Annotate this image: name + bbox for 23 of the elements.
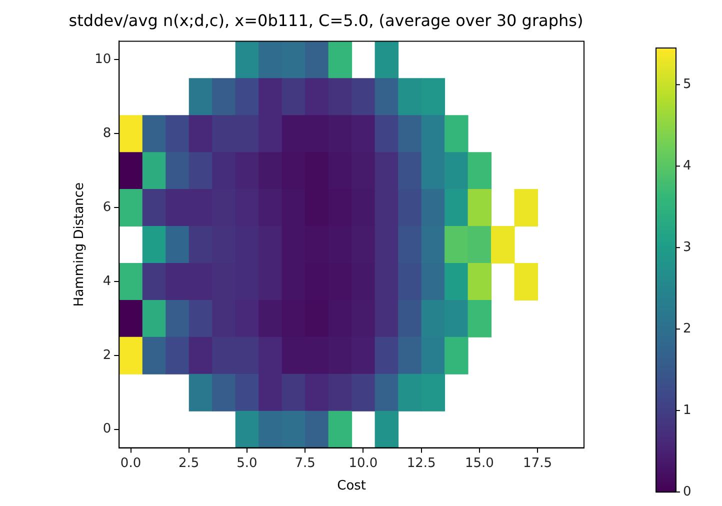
x-tick-label: 15.0 — [464, 456, 494, 471]
x-tick-label: 5.0 — [236, 456, 258, 471]
y-axis-title: Hamming Distance — [72, 182, 88, 307]
y-tick-label: 6 — [102, 200, 112, 215]
color-bar-label: 2 — [683, 321, 692, 336]
x-tick-label: 7.5 — [294, 456, 316, 471]
y-tick-label: 4 — [102, 274, 112, 289]
y-tick-label: 0 — [102, 422, 112, 437]
y-tick-label: 10 — [94, 52, 112, 68]
color-bar-label: 1 — [683, 402, 692, 418]
x-tick-label: 12.5 — [406, 456, 436, 471]
x-tick-label: 10.0 — [348, 456, 378, 471]
y-tick-label: 2 — [102, 348, 112, 363]
color-bar-label: 0 — [683, 484, 692, 500]
chart-title: stddev/avg n(x;d,c), x=0b111, C=5.0, (average over 30 graphs) — [68, 10, 584, 30]
y-tick-label: 8 — [102, 126, 112, 141]
x-axis-title: Cost — [337, 478, 366, 494]
color-bar-label: 4 — [683, 158, 692, 174]
x-tick-label: 17.5 — [523, 456, 552, 471]
color-bar-label: 5 — [683, 77, 692, 92]
color-bar-label: 3 — [683, 240, 692, 255]
x-tick-label: 0.0 — [120, 456, 142, 471]
x-tick-label: 2.5 — [178, 456, 200, 471]
